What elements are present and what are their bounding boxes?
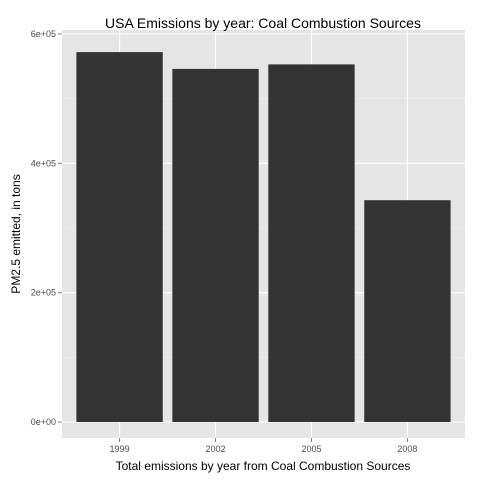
y-axis-ticks: 0e+00 2e+05 4e+05 6e+05 <box>31 29 62 427</box>
chart-title: USA Emissions by year: Coal Combustion S… <box>105 15 421 31</box>
bars <box>76 52 451 423</box>
bar-2008 <box>364 200 451 422</box>
x-axis-ticks: 1999 2002 2005 2008 <box>110 438 417 454</box>
y-tick-label: 6e+05 <box>31 29 56 39</box>
x-tick-label: 2005 <box>301 444 321 454</box>
y-tick-label: 2e+05 <box>31 288 56 298</box>
y-tick-label: 0e+00 <box>31 417 56 427</box>
bar-2002 <box>172 68 259 423</box>
bar-1999 <box>76 52 163 423</box>
y-axis-title: PM2.5 emitted, in tons <box>9 174 23 293</box>
x-tick-label: 2002 <box>206 444 226 454</box>
x-tick-label: 2008 <box>397 444 417 454</box>
x-tick-label: 1999 <box>110 444 130 454</box>
x-axis-title: Total emissions by year from Coal Combus… <box>116 459 411 473</box>
bar-2005 <box>268 64 355 422</box>
y-tick-label: 4e+05 <box>31 158 56 168</box>
